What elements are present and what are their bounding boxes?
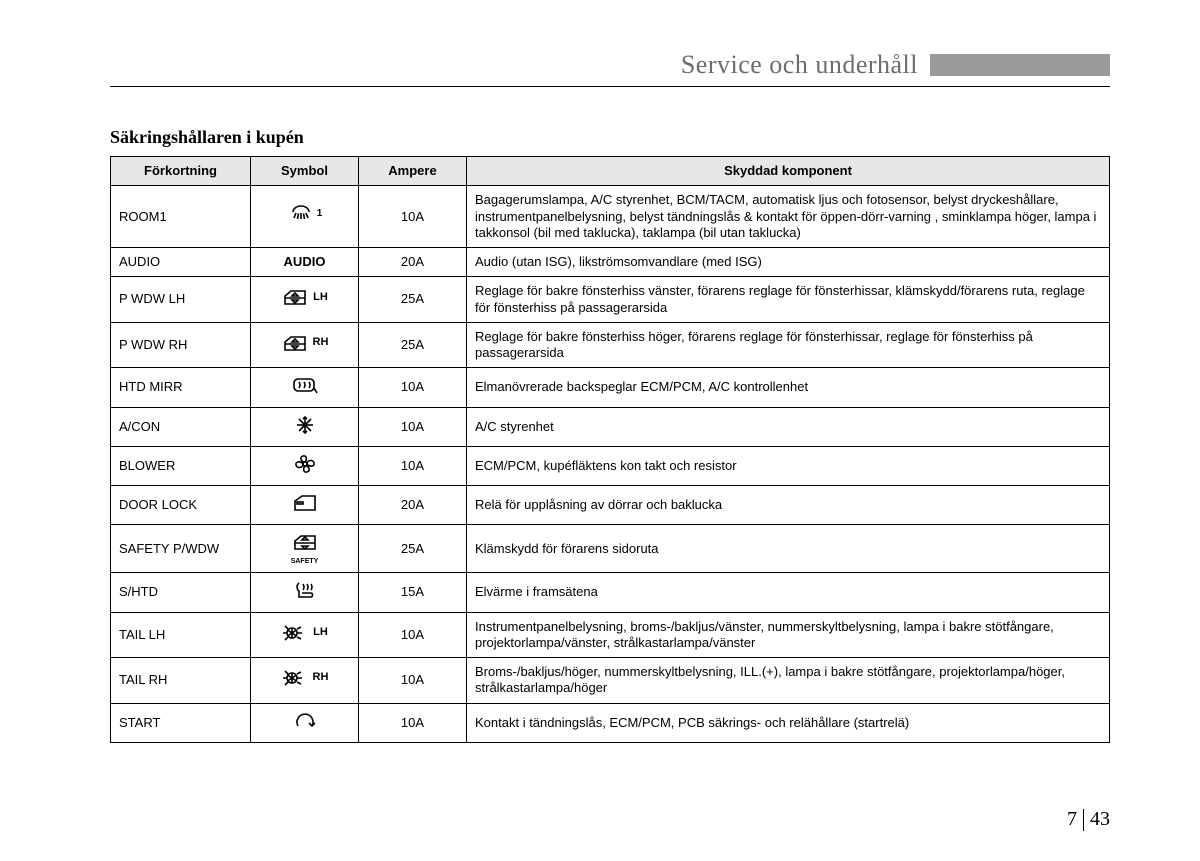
cell-abbrev: TAIL RH bbox=[111, 658, 251, 704]
fan-icon bbox=[291, 453, 319, 475]
cell-symbol: RH bbox=[251, 658, 359, 704]
table-row: DOOR LOCK 20ARelä för upplåsning av dörra… bbox=[111, 486, 1110, 525]
th-symbol: Symbol bbox=[251, 157, 359, 186]
symbol-label: LH bbox=[313, 291, 328, 305]
header-title: Service och underhåll bbox=[681, 50, 930, 80]
table-row: TAIL LH LH 10AInstrumentpanelbelysning, br… bbox=[111, 612, 1110, 658]
cell-amp: 10A bbox=[359, 186, 467, 248]
cell-abbrev: DOOR LOCK bbox=[111, 486, 251, 525]
cell-abbrev: AUDIO bbox=[111, 248, 251, 277]
cell-amp: 20A bbox=[359, 248, 467, 277]
cell-symbol: LH bbox=[251, 277, 359, 323]
cell-abbrev: A/CON bbox=[111, 407, 251, 446]
page-number: 7 43 bbox=[1067, 808, 1110, 831]
cell-desc: Relä för upplåsning av dörrar och bakluc… bbox=[467, 486, 1110, 525]
page-chapter: 7 bbox=[1067, 808, 1077, 831]
cell-abbrev: ROOM1 bbox=[111, 186, 251, 248]
cell-desc: Reglage för bakre fönsterhiss vänster, f… bbox=[467, 277, 1110, 323]
cell-amp: 10A bbox=[359, 658, 467, 704]
cell-abbrev: TAIL LH bbox=[111, 612, 251, 658]
pwdw-icon bbox=[281, 332, 309, 354]
table-row: AUDIO AUDIO 20AAudio (utan ISG), likströms… bbox=[111, 248, 1110, 277]
page-index: 43 bbox=[1090, 808, 1110, 831]
table-row: S/HTD 15AElvärme i framsätena bbox=[111, 573, 1110, 612]
htdmirr-icon bbox=[291, 374, 319, 396]
table-row: P WDW LH LH 25AReglage för bakre fönsterhi… bbox=[111, 277, 1110, 323]
cell-amp: 10A bbox=[359, 703, 467, 742]
fuse-table: Förkortning Symbol Ampere Skyddad kompon… bbox=[110, 156, 1110, 743]
tail-icon bbox=[281, 622, 309, 644]
cell-abbrev: S/HTD bbox=[111, 573, 251, 612]
symbol-label: RH bbox=[313, 671, 329, 685]
cell-amp: 10A bbox=[359, 612, 467, 658]
cell-amp: 25A bbox=[359, 525, 467, 573]
cell-desc: Reglage för bakre fönsterhiss höger, för… bbox=[467, 322, 1110, 368]
header-gray-bar bbox=[930, 54, 1110, 76]
table-row: A/CON 10AA/C styrenhet bbox=[111, 407, 1110, 446]
table-row: P WDW RH RH 25AReglage för bakre fönsterhi… bbox=[111, 322, 1110, 368]
th-abbrev: Förkortning bbox=[111, 157, 251, 186]
start-icon bbox=[291, 710, 319, 732]
cell-desc: Elvärme i framsätena bbox=[467, 573, 1110, 612]
cell-amp: 10A bbox=[359, 407, 467, 446]
symbol-text: AUDIO bbox=[284, 254, 326, 269]
door-icon bbox=[291, 492, 319, 514]
cell-symbol: RH bbox=[251, 322, 359, 368]
table-row: START 10AKontakt i tändningslås, ECM/PCM,… bbox=[111, 703, 1110, 742]
cell-desc: Audio (utan ISG), likströmsomvandlare (m… bbox=[467, 248, 1110, 277]
table-row: TAIL RH RH 10ABroms-/bakljus/höger, nummer… bbox=[111, 658, 1110, 704]
th-desc: Skyddad komponent bbox=[467, 157, 1110, 186]
cell-desc: Broms-/bakljus/höger, nummerskyltbelysni… bbox=[467, 658, 1110, 704]
cell-symbol bbox=[251, 573, 359, 612]
table-header-row: Förkortning Symbol Ampere Skyddad kompon… bbox=[111, 157, 1110, 186]
manual-page: Service och underhåll Säkringshållaren i… bbox=[0, 0, 1200, 861]
cell-abbrev: SAFETY P/WDW bbox=[111, 525, 251, 573]
tail-icon bbox=[281, 667, 309, 689]
cell-symbol bbox=[251, 368, 359, 407]
symbol-label: RH bbox=[313, 336, 329, 350]
cell-desc: Kontakt i tändningslås, ECM/PCM, PCB säk… bbox=[467, 703, 1110, 742]
symbol-label: LH bbox=[313, 626, 328, 640]
symbol-sublabel: SAFETY bbox=[259, 558, 350, 567]
seatheat-icon bbox=[291, 579, 319, 601]
snow-icon bbox=[291, 414, 319, 436]
cell-desc: ECM/PCM, kupéfläktens kon takt och resis… bbox=[467, 446, 1110, 485]
room-icon bbox=[287, 204, 315, 226]
cell-symbol bbox=[251, 407, 359, 446]
cell-symbol bbox=[251, 446, 359, 485]
cell-amp: 25A bbox=[359, 277, 467, 323]
cell-abbrev: P WDW RH bbox=[111, 322, 251, 368]
table-row: HTD MIRR 10AElmanövrerade backspeglar ECM… bbox=[111, 368, 1110, 407]
cell-desc: Instrumentpanelbelysning, broms-/bakljus… bbox=[467, 612, 1110, 658]
table-row: BLOWER 10AECM/PCM, kupéfläktens kon takt … bbox=[111, 446, 1110, 485]
cell-symbol: SAFETY bbox=[251, 525, 359, 573]
cell-amp: 15A bbox=[359, 573, 467, 612]
cell-abbrev: P WDW LH bbox=[111, 277, 251, 323]
cell-symbol: AUDIO bbox=[251, 248, 359, 277]
cell-abbrev: HTD MIRR bbox=[111, 368, 251, 407]
header-rule bbox=[110, 86, 1110, 87]
page-header: Service och underhåll bbox=[110, 50, 1110, 80]
cell-amp: 10A bbox=[359, 368, 467, 407]
safety-icon bbox=[291, 531, 319, 553]
cell-symbol bbox=[251, 486, 359, 525]
pwdw-icon bbox=[281, 286, 309, 308]
table-row: ROOM1110ABagagerumslampa, A/C styrenhet,… bbox=[111, 186, 1110, 248]
cell-abbrev: BLOWER bbox=[111, 446, 251, 485]
cell-symbol bbox=[251, 703, 359, 742]
table-row: SAFETY P/WDW SAFETY 25AKlämskydd för förar… bbox=[111, 525, 1110, 573]
cell-desc: Klämskydd för förarens sidoruta bbox=[467, 525, 1110, 573]
page-divider bbox=[1083, 809, 1084, 831]
cell-desc: Bagagerumslampa, A/C styrenhet, BCM/TACM… bbox=[467, 186, 1110, 248]
cell-amp: 25A bbox=[359, 322, 467, 368]
th-amp: Ampere bbox=[359, 157, 467, 186]
cell-amp: 10A bbox=[359, 446, 467, 485]
cell-abbrev: START bbox=[111, 703, 251, 742]
cell-symbol: 1 bbox=[251, 186, 359, 248]
cell-desc: Elmanövrerade backspeglar ECM/PCM, A/C k… bbox=[467, 368, 1110, 407]
cell-amp: 20A bbox=[359, 486, 467, 525]
cell-symbol: LH bbox=[251, 612, 359, 658]
cell-desc: A/C styrenhet bbox=[467, 407, 1110, 446]
section-title: Säkringshållaren i kupén bbox=[110, 127, 1110, 148]
